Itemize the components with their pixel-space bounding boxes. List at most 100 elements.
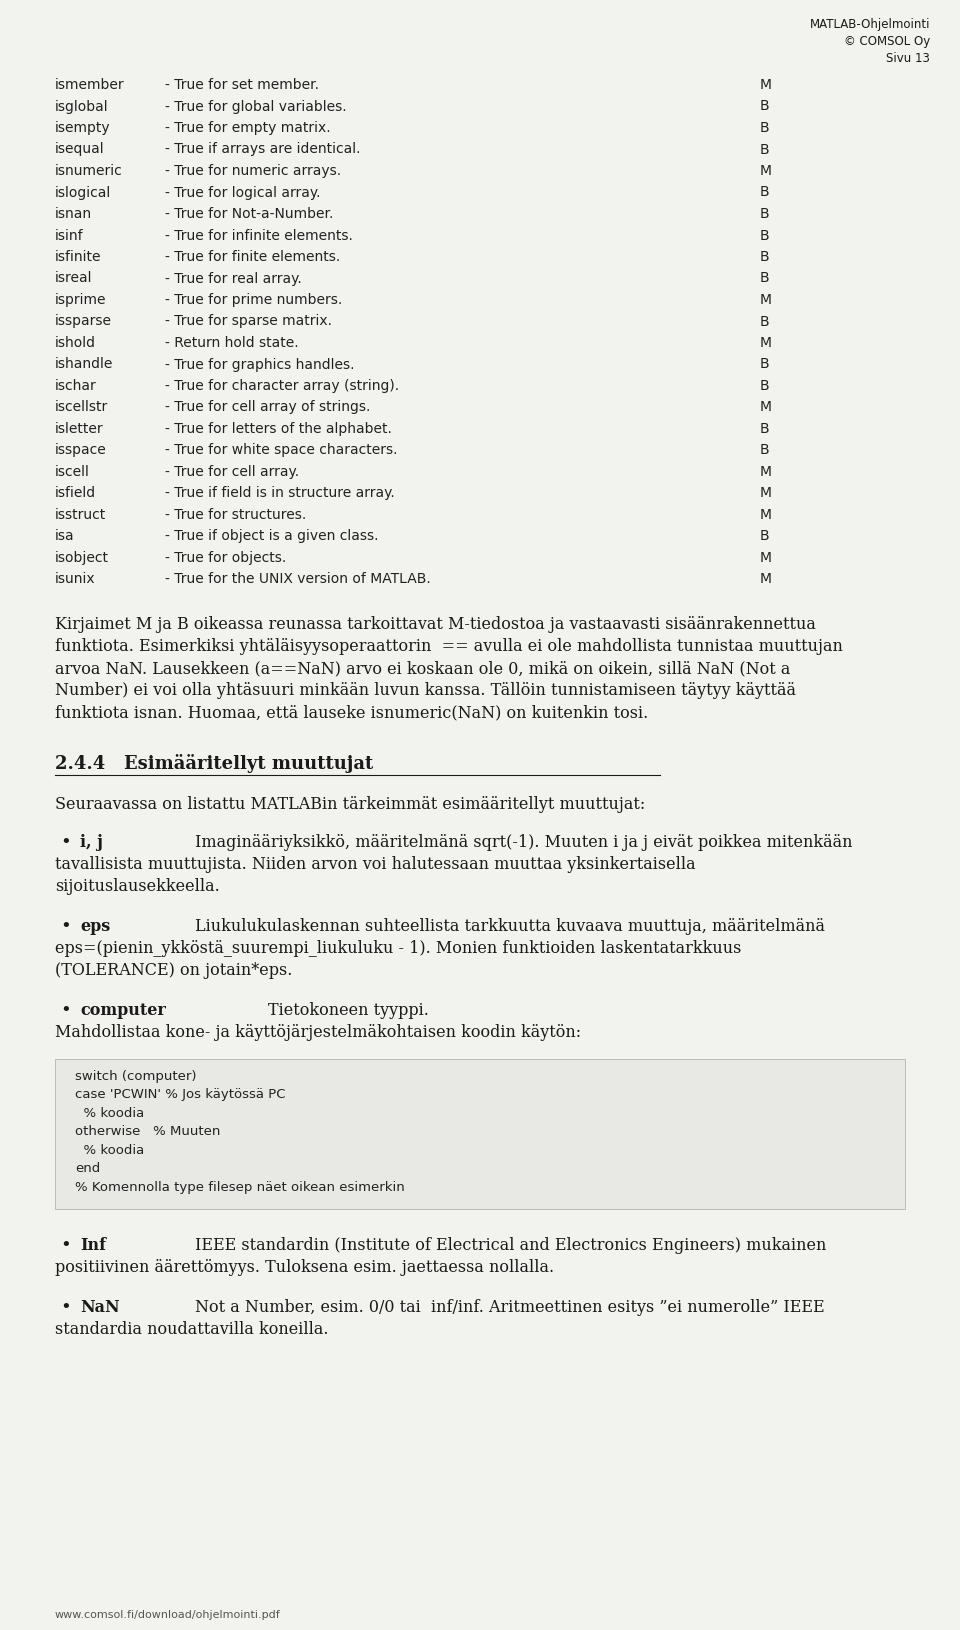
Text: isprime: isprime bbox=[55, 293, 107, 306]
Text: isglobal: isglobal bbox=[55, 99, 108, 114]
Text: isletter: isletter bbox=[55, 422, 104, 435]
Text: eps=(pienin_ykköstä_suurempi_liukuluku - 1). Monien funktioiden laskentatarkkuus: eps=(pienin_ykköstä_suurempi_liukuluku -… bbox=[55, 939, 741, 957]
Text: M: M bbox=[760, 465, 772, 479]
Text: computer: computer bbox=[80, 1001, 166, 1019]
Text: Tietokoneen tyyppi.: Tietokoneen tyyppi. bbox=[268, 1001, 429, 1019]
Text: isfinite: isfinite bbox=[55, 249, 102, 264]
Text: B: B bbox=[760, 207, 770, 220]
Text: B: B bbox=[760, 443, 770, 458]
Text: - True for finite elements.: - True for finite elements. bbox=[165, 249, 340, 264]
Text: funktiota. Esimerkiksi yhtäläisyysoperaattorin  == avulla ei ole mahdollista tun: funktiota. Esimerkiksi yhtäläisyysoperaa… bbox=[55, 637, 843, 655]
Text: - True for Not-a-Number.: - True for Not-a-Number. bbox=[165, 207, 333, 220]
Text: isinf: isinf bbox=[55, 228, 84, 243]
Text: B: B bbox=[760, 99, 770, 114]
Text: - True if arrays are identical.: - True if arrays are identical. bbox=[165, 142, 361, 156]
Text: ishandle: ishandle bbox=[55, 357, 113, 372]
Text: •: • bbox=[60, 918, 71, 936]
Text: % koodia: % koodia bbox=[75, 1143, 144, 1156]
Text: ishold: ishold bbox=[55, 336, 96, 350]
Text: ismember: ismember bbox=[55, 78, 125, 91]
Text: M: M bbox=[760, 507, 772, 522]
Text: 2.4.4   Esimääritellyt muuttujat: 2.4.4 Esimääritellyt muuttujat bbox=[55, 753, 373, 773]
Text: isempty: isempty bbox=[55, 121, 110, 135]
FancyBboxPatch shape bbox=[55, 1060, 905, 1209]
Text: sijoituslausekkeella.: sijoituslausekkeella. bbox=[55, 877, 220, 895]
Text: B: B bbox=[760, 249, 770, 264]
Text: isa: isa bbox=[55, 530, 75, 543]
Text: Inf: Inf bbox=[80, 1237, 106, 1253]
Text: - True for objects.: - True for objects. bbox=[165, 551, 286, 564]
Text: - True for graphics handles.: - True for graphics handles. bbox=[165, 357, 354, 372]
Text: islogical: islogical bbox=[55, 186, 111, 199]
Text: Imaginääriyksikkö, määritelmänä sqrt(-1). Muuten i ja j eivät poikkea mitenkään: Imaginääriyksikkö, määritelmänä sqrt(-1)… bbox=[195, 833, 852, 851]
Text: - True for logical array.: - True for logical array. bbox=[165, 186, 321, 199]
Text: M: M bbox=[760, 78, 772, 91]
Text: M: M bbox=[760, 165, 772, 178]
Text: - Return hold state.: - Return hold state. bbox=[165, 336, 299, 350]
Text: www.comsol.fi/download/ohjelmointi.pdf: www.comsol.fi/download/ohjelmointi.pdf bbox=[55, 1609, 280, 1619]
Text: © COMSOL Oy: © COMSOL Oy bbox=[844, 34, 930, 47]
Text: isstruct: isstruct bbox=[55, 507, 107, 522]
Text: NaN: NaN bbox=[80, 1299, 120, 1315]
Text: isobject: isobject bbox=[55, 551, 109, 564]
Text: •: • bbox=[60, 833, 71, 851]
Text: switch (computer): switch (computer) bbox=[75, 1069, 197, 1082]
Text: Kirjaimet M ja B oikeassa reunassa tarkoittavat M-tiedostoa ja vastaavasti sisää: Kirjaimet M ja B oikeassa reunassa tarko… bbox=[55, 616, 816, 632]
Text: - True for infinite elements.: - True for infinite elements. bbox=[165, 228, 353, 243]
Text: - True for cell array.: - True for cell array. bbox=[165, 465, 300, 479]
Text: (TOLERANCE) on jotain*eps.: (TOLERANCE) on jotain*eps. bbox=[55, 962, 293, 978]
Text: M: M bbox=[760, 401, 772, 414]
Text: end: end bbox=[75, 1162, 100, 1175]
Text: M: M bbox=[760, 293, 772, 306]
Text: standardia noudattavilla koneilla.: standardia noudattavilla koneilla. bbox=[55, 1320, 328, 1338]
Text: M: M bbox=[760, 336, 772, 350]
Text: - True for cell array of strings.: - True for cell array of strings. bbox=[165, 401, 371, 414]
Text: •: • bbox=[60, 1001, 71, 1019]
Text: isnan: isnan bbox=[55, 207, 92, 220]
Text: % koodia: % koodia bbox=[75, 1107, 144, 1120]
Text: - True for set member.: - True for set member. bbox=[165, 78, 319, 91]
Text: B: B bbox=[760, 357, 770, 372]
Text: funktiota isnan. Huomaa, että lauseke isnumeric(NaN) on kuitenkin tosi.: funktiota isnan. Huomaa, että lauseke is… bbox=[55, 704, 648, 720]
Text: tavallisista muuttujista. Niiden arvon voi halutessaan muuttaa yksinkertaisella: tavallisista muuttujista. Niiden arvon v… bbox=[55, 856, 696, 872]
Text: eps: eps bbox=[80, 918, 110, 934]
Text: B: B bbox=[760, 315, 770, 328]
Text: - True if field is in structure array.: - True if field is in structure array. bbox=[165, 486, 395, 500]
Text: - True for numeric arrays.: - True for numeric arrays. bbox=[165, 165, 341, 178]
Text: Not a Number, esim. 0/0 tai  inf/inf. Aritmeettinen esitys ”ei numerolle” IEEE: Not a Number, esim. 0/0 tai inf/inf. Ari… bbox=[195, 1299, 825, 1315]
Text: - True for prime numbers.: - True for prime numbers. bbox=[165, 293, 343, 306]
Text: issparse: issparse bbox=[55, 315, 112, 328]
Text: - True for white space characters.: - True for white space characters. bbox=[165, 443, 397, 458]
Text: - True for character array (string).: - True for character array (string). bbox=[165, 378, 399, 393]
Text: otherwise   % Muuten: otherwise % Muuten bbox=[75, 1125, 221, 1138]
Text: M: M bbox=[760, 486, 772, 500]
Text: Seuraavassa on listattu MATLABin tärkeimmät esimääritellyt muuttujat:: Seuraavassa on listattu MATLABin tärkeim… bbox=[55, 795, 645, 812]
Text: isreal: isreal bbox=[55, 271, 92, 285]
Text: B: B bbox=[760, 530, 770, 543]
Text: positiivinen äärettömyys. Tuloksena esim. jaettaessa nollalla.: positiivinen äärettömyys. Tuloksena esim… bbox=[55, 1258, 554, 1276]
Text: % Komennolla type filesep näet oikean esimerkin: % Komennolla type filesep näet oikean es… bbox=[75, 1180, 405, 1193]
Text: isnumeric: isnumeric bbox=[55, 165, 123, 178]
Text: - True for structures.: - True for structures. bbox=[165, 507, 306, 522]
Text: Number) ei voi olla yhtäsuuri minkään luvun kanssa. Tällöin tunnistamiseen täyty: Number) ei voi olla yhtäsuuri minkään lu… bbox=[55, 681, 796, 699]
Text: Mahdollistaa kone- ja käyttöjärjestelmäkohtaisen koodin käytön:: Mahdollistaa kone- ja käyttöjärjestelmäk… bbox=[55, 1024, 581, 1040]
Text: - True for letters of the alphabet.: - True for letters of the alphabet. bbox=[165, 422, 392, 435]
Text: isequal: isequal bbox=[55, 142, 105, 156]
Text: isunix: isunix bbox=[55, 572, 96, 587]
Text: isspace: isspace bbox=[55, 443, 107, 458]
Text: MATLAB-Ohjelmointi: MATLAB-Ohjelmointi bbox=[809, 18, 930, 31]
Text: M: M bbox=[760, 551, 772, 564]
Text: - True for empty matrix.: - True for empty matrix. bbox=[165, 121, 330, 135]
Text: ischar: ischar bbox=[55, 378, 97, 393]
Text: •: • bbox=[60, 1299, 71, 1317]
Text: - True for real array.: - True for real array. bbox=[165, 271, 301, 285]
Text: IEEE standardin (Institute of Electrical and Electronics Engineers) mukainen: IEEE standardin (Institute of Electrical… bbox=[195, 1237, 827, 1253]
Text: B: B bbox=[760, 422, 770, 435]
Text: arvoa NaN. Lausekkeen (a==NaN) arvo ei koskaan ole 0, mikä on oikein, sillä NaN : arvoa NaN. Lausekkeen (a==NaN) arvo ei k… bbox=[55, 660, 790, 676]
Text: - True for the UNIX version of MATLAB.: - True for the UNIX version of MATLAB. bbox=[165, 572, 431, 587]
Text: •: • bbox=[60, 1237, 71, 1255]
Text: case 'PCWIN' % Jos käytössä PC: case 'PCWIN' % Jos käytössä PC bbox=[75, 1087, 285, 1100]
Text: B: B bbox=[760, 186, 770, 199]
Text: iscellstr: iscellstr bbox=[55, 401, 108, 414]
Text: M: M bbox=[760, 572, 772, 587]
